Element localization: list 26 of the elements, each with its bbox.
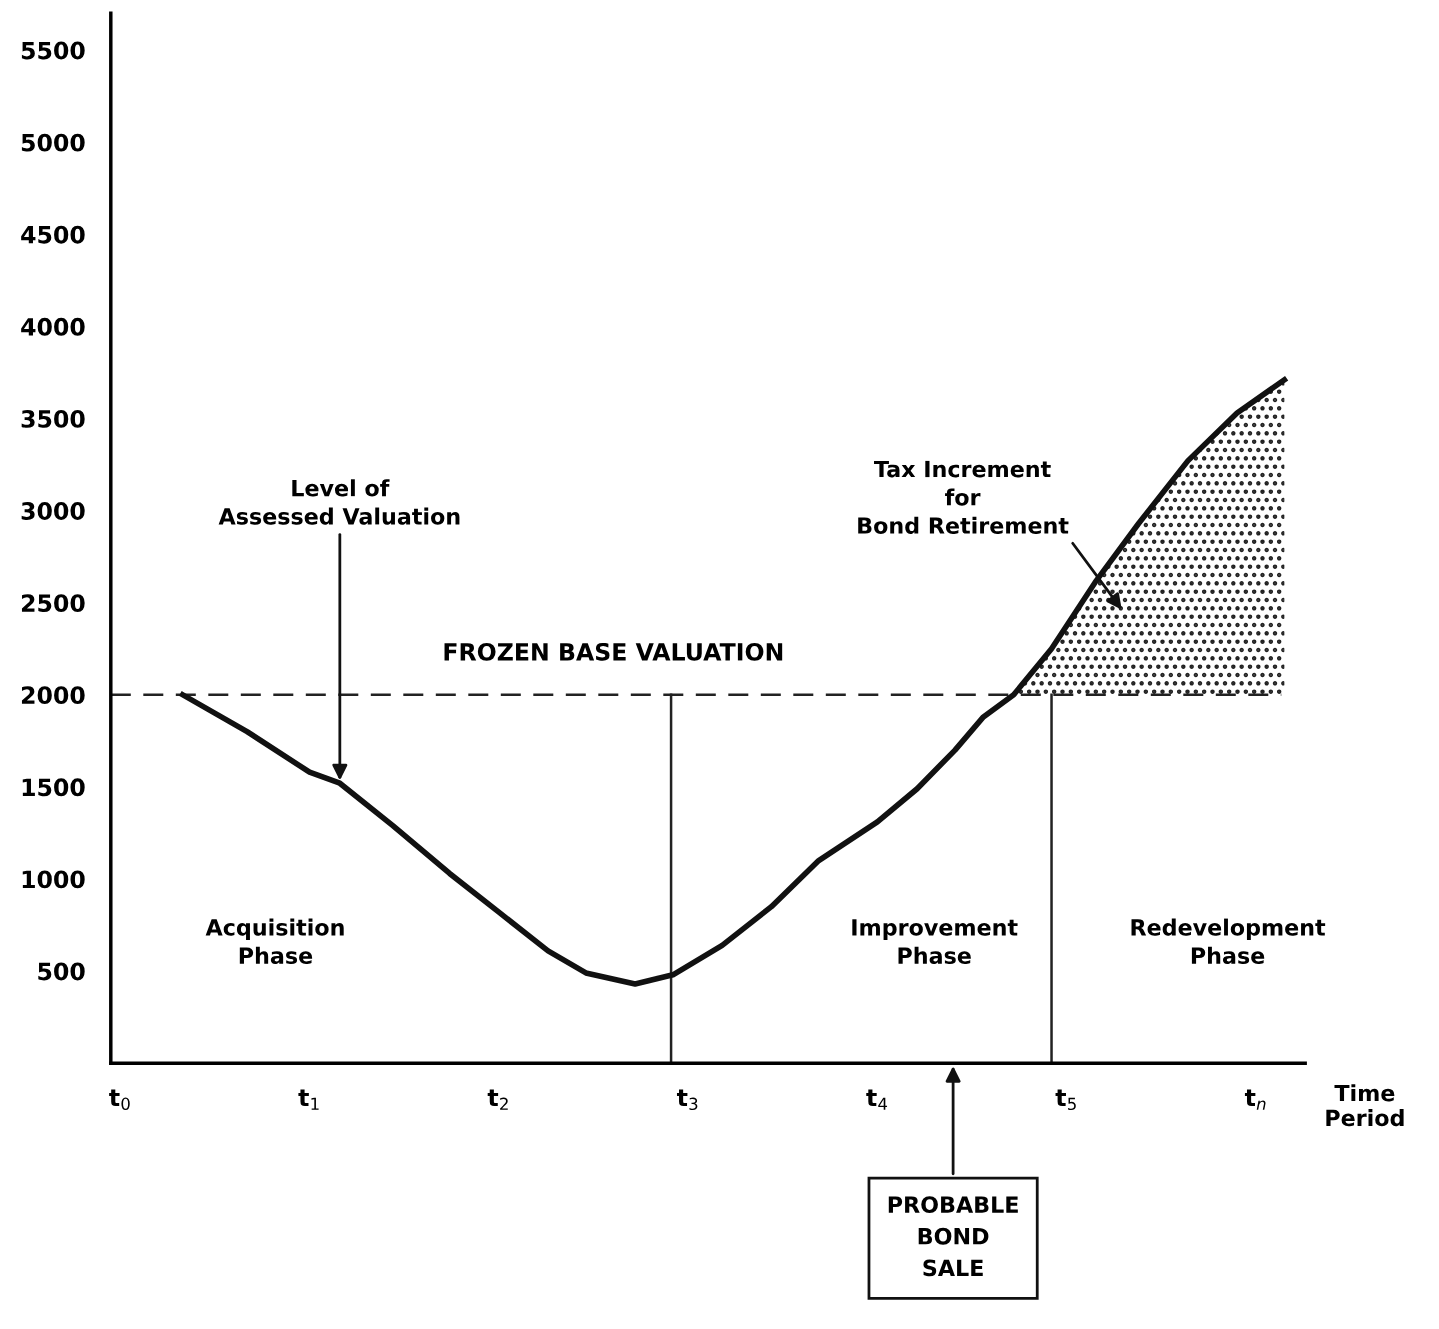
x-tick-label: t$_{n}$ [1244,1089,1266,1110]
annotation: Improvement Phase [852,919,1018,965]
y-tick-label: 2000 [21,686,85,705]
y-tick-label: 5000 [21,133,85,152]
x-tick-label: t$_{3}$ [676,1089,698,1111]
annotation: Acquisition Phase [205,918,344,965]
y-tick-label: 4500 [21,225,85,244]
x-tick-label: t$_{5}$ [1055,1089,1076,1111]
x-tick-label: t$_{1}$ [298,1089,319,1110]
y-tick-label: 2500 [21,594,85,613]
y-tick-label: 500 [38,962,85,981]
annotation: Level of Assessed Valuation [218,479,460,525]
x-axis-title: Time Period [1326,1084,1404,1127]
x-tick-label: t$_{0}$ [109,1089,130,1111]
x-tick-label: t$_{2}$ [487,1089,508,1110]
annotation: Redevelopment Phase [1131,918,1326,965]
text: PROBABLE BOND SALE [888,1196,1018,1277]
y-tick-label: 1500 [22,778,85,797]
y-tick-label: 4000 [21,317,85,336]
y-tick-label: 5500 [21,41,85,60]
y-tick-label: 3000 [21,502,85,520]
ref-line-label: FROZEN BASE VALUATION [444,642,783,661]
y-tick-label: 1000 [22,870,85,889]
annotation: Tax Increment for Bond Retirement [858,460,1069,534]
x-tick-label: t$_{4}$ [866,1089,888,1110]
y-tick-label: 3500 [21,409,85,428]
